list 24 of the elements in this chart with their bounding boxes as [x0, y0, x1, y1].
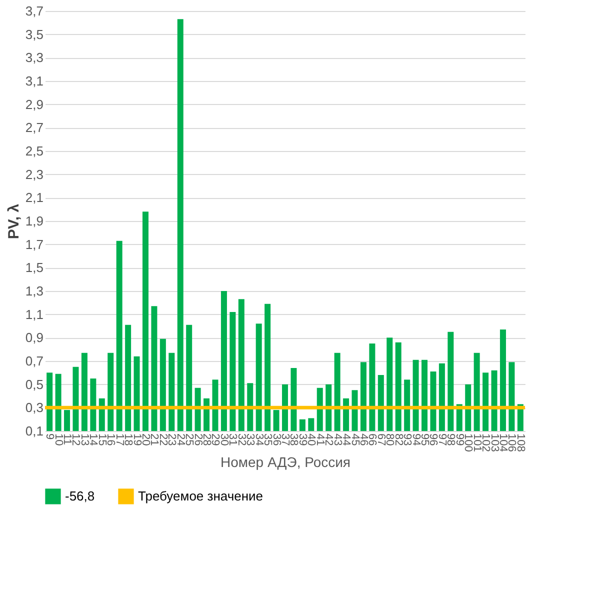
y-tick-label: 2,1 [25, 190, 44, 206]
y-tick-label: 0,1 [25, 424, 44, 438]
y-tick-label: 2,3 [25, 166, 44, 182]
y-tick-label: 3,5 [25, 26, 44, 42]
y-tick-label: 1,7 [25, 236, 44, 252]
y-tick-label: 2,9 [25, 96, 44, 112]
y-tick-label: 2,7 [25, 120, 44, 136]
legend-label: Требуемое значение [138, 488, 264, 504]
x-tick-label: 9 [44, 434, 56, 440]
y-tick-label: 1,3 [25, 284, 44, 298]
y-tick-label: 2,5 [25, 144, 44, 158]
y-tick-label: 3,7 [25, 4, 44, 18]
y-tick-label: 3,1 [25, 74, 44, 88]
y-axis-title: PV, λ [5, 203, 22, 240]
y-tick-label: 1,1 [25, 306, 44, 322]
y-tick-label: 1,5 [25, 260, 44, 276]
y-tick-label: 0,9 [25, 330, 44, 346]
y-tick-label: 1,9 [25, 214, 44, 228]
y-tick-label: 3,3 [25, 50, 44, 66]
y-tick-label: 0,5 [25, 376, 44, 392]
y-tick-label: 0,3 [25, 400, 44, 416]
legend-label: -56,8 [65, 488, 95, 504]
y-tick-label: 0,7 [25, 354, 44, 368]
x-axis-title: Номер АДЭ, Россия [220, 454, 351, 470]
